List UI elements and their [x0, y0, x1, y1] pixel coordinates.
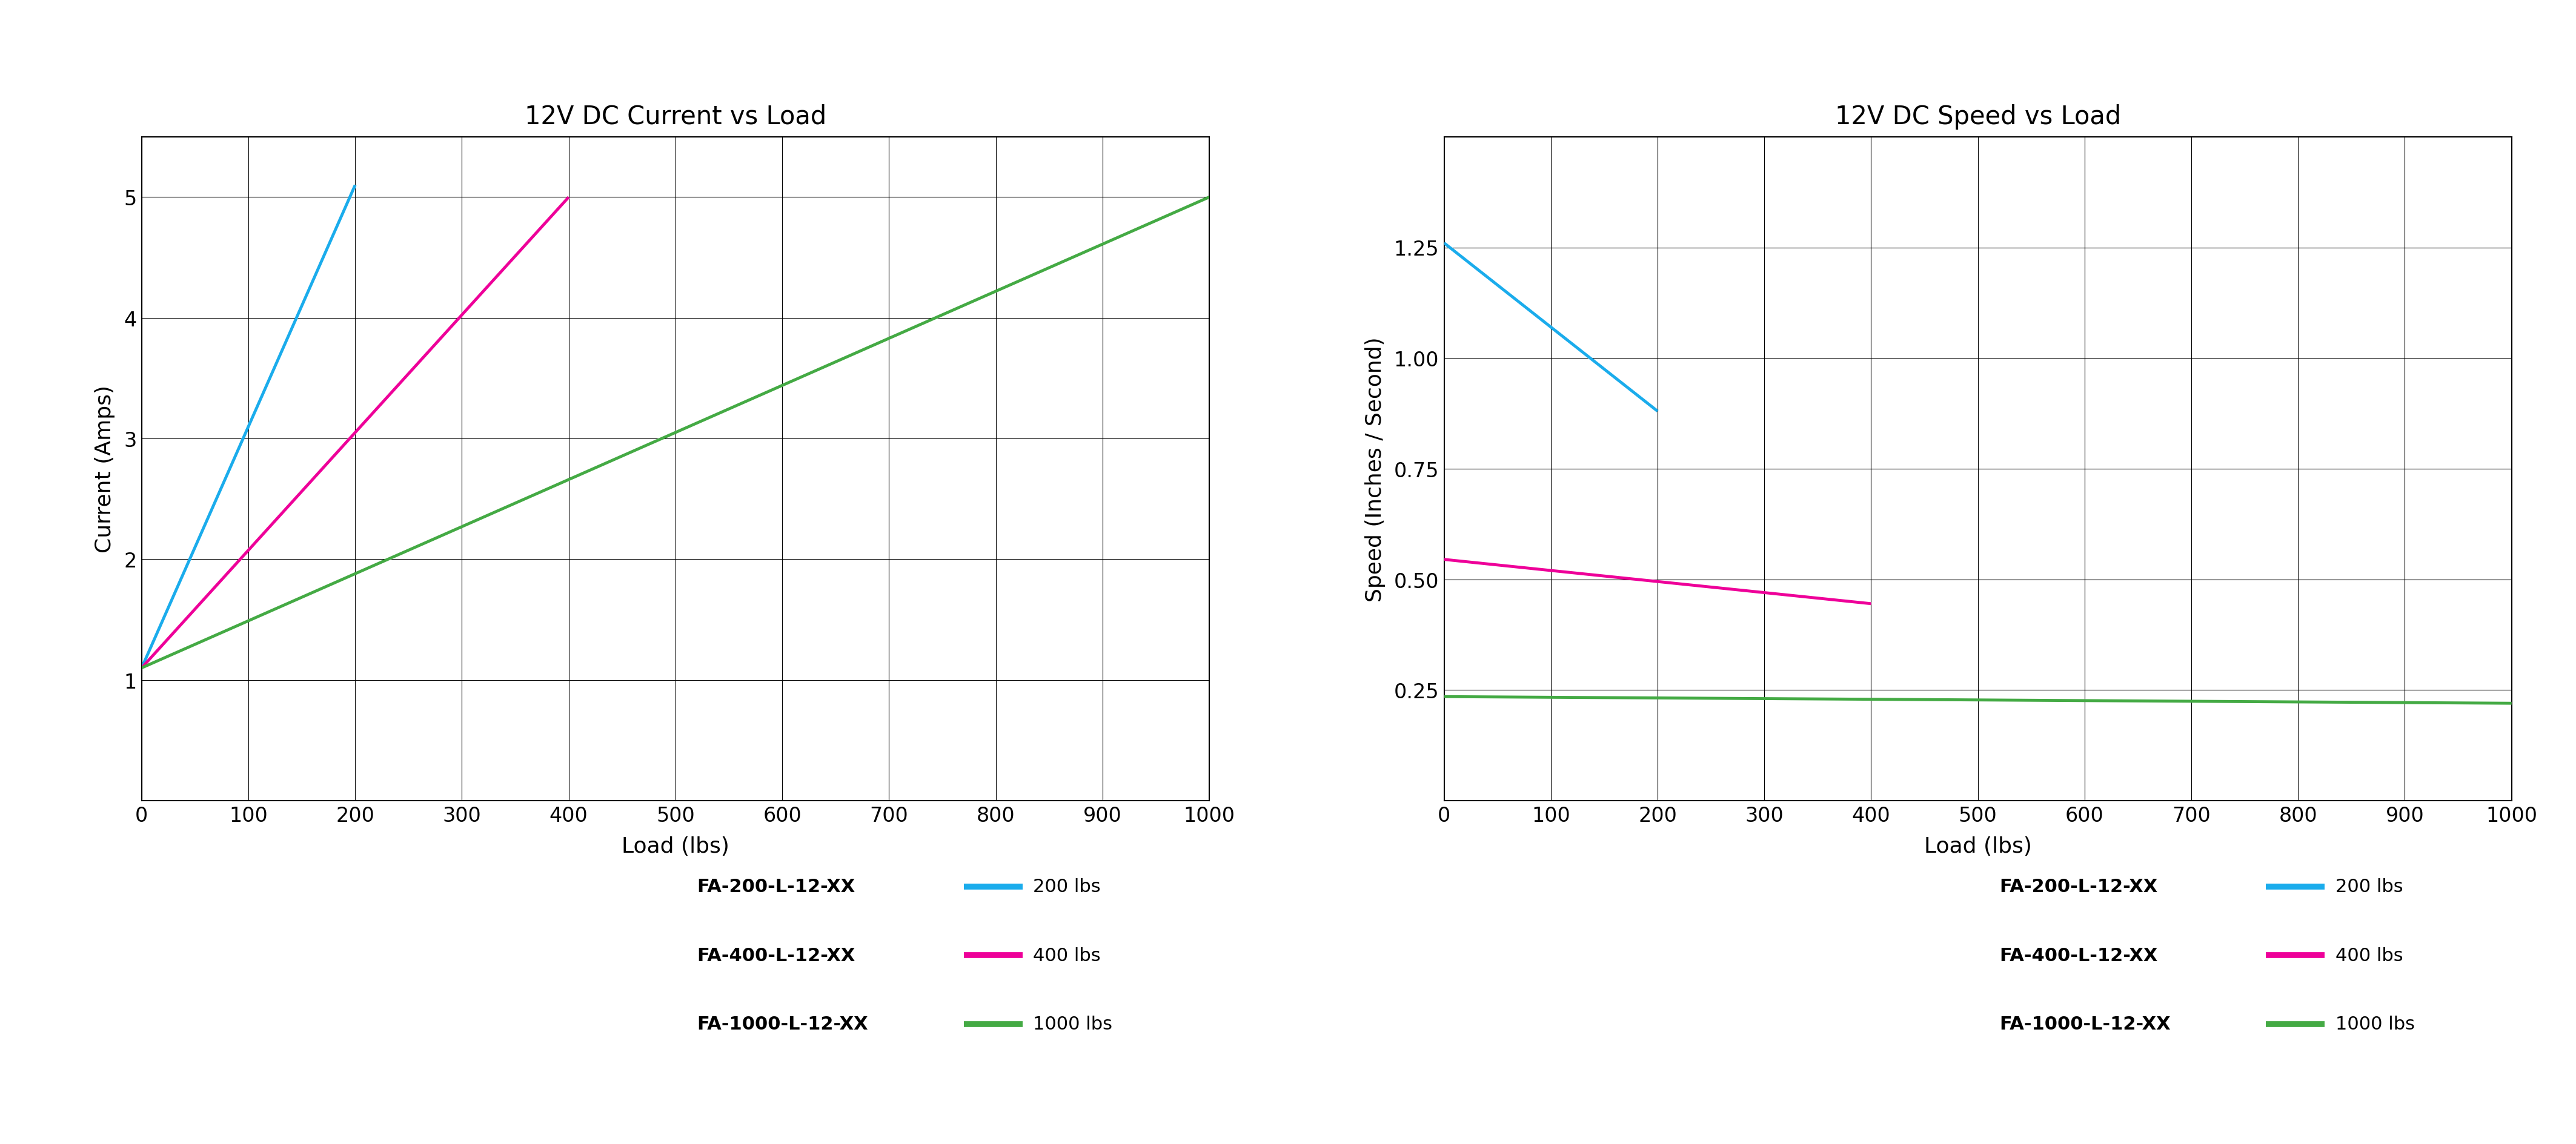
Title: 12V DC Speed vs Load: 12V DC Speed vs Load [1834, 104, 2120, 129]
Text: FA-200-L-12-XX: FA-200-L-12-XX [1999, 877, 2159, 896]
Text: 200 lbs: 200 lbs [1033, 877, 1100, 896]
Text: 1000 lbs: 1000 lbs [2336, 1015, 2414, 1033]
Text: FA-400-L-12-XX: FA-400-L-12-XX [696, 946, 855, 964]
Text: 1000 lbs: 1000 lbs [1033, 1015, 1113, 1033]
Text: 400 lbs: 400 lbs [1033, 946, 1100, 964]
Text: FA-200-L-12-XX: FA-200-L-12-XX [696, 877, 855, 896]
X-axis label: Load (lbs): Load (lbs) [621, 836, 729, 857]
X-axis label: Load (lbs): Load (lbs) [1924, 836, 2032, 857]
Text: FA-400-L-12-XX: FA-400-L-12-XX [1999, 946, 2159, 964]
Title: 12V DC Current vs Load: 12V DC Current vs Load [526, 104, 827, 129]
Text: 200 lbs: 200 lbs [2336, 877, 2403, 896]
Y-axis label: Speed (Inches / Second): Speed (Inches / Second) [1365, 336, 1386, 602]
Y-axis label: Current (Amps): Current (Amps) [95, 386, 116, 553]
Text: FA-1000-L-12-XX: FA-1000-L-12-XX [696, 1015, 868, 1033]
Text: FA-1000-L-12-XX: FA-1000-L-12-XX [1999, 1015, 2172, 1033]
Text: 400 lbs: 400 lbs [2336, 946, 2403, 964]
